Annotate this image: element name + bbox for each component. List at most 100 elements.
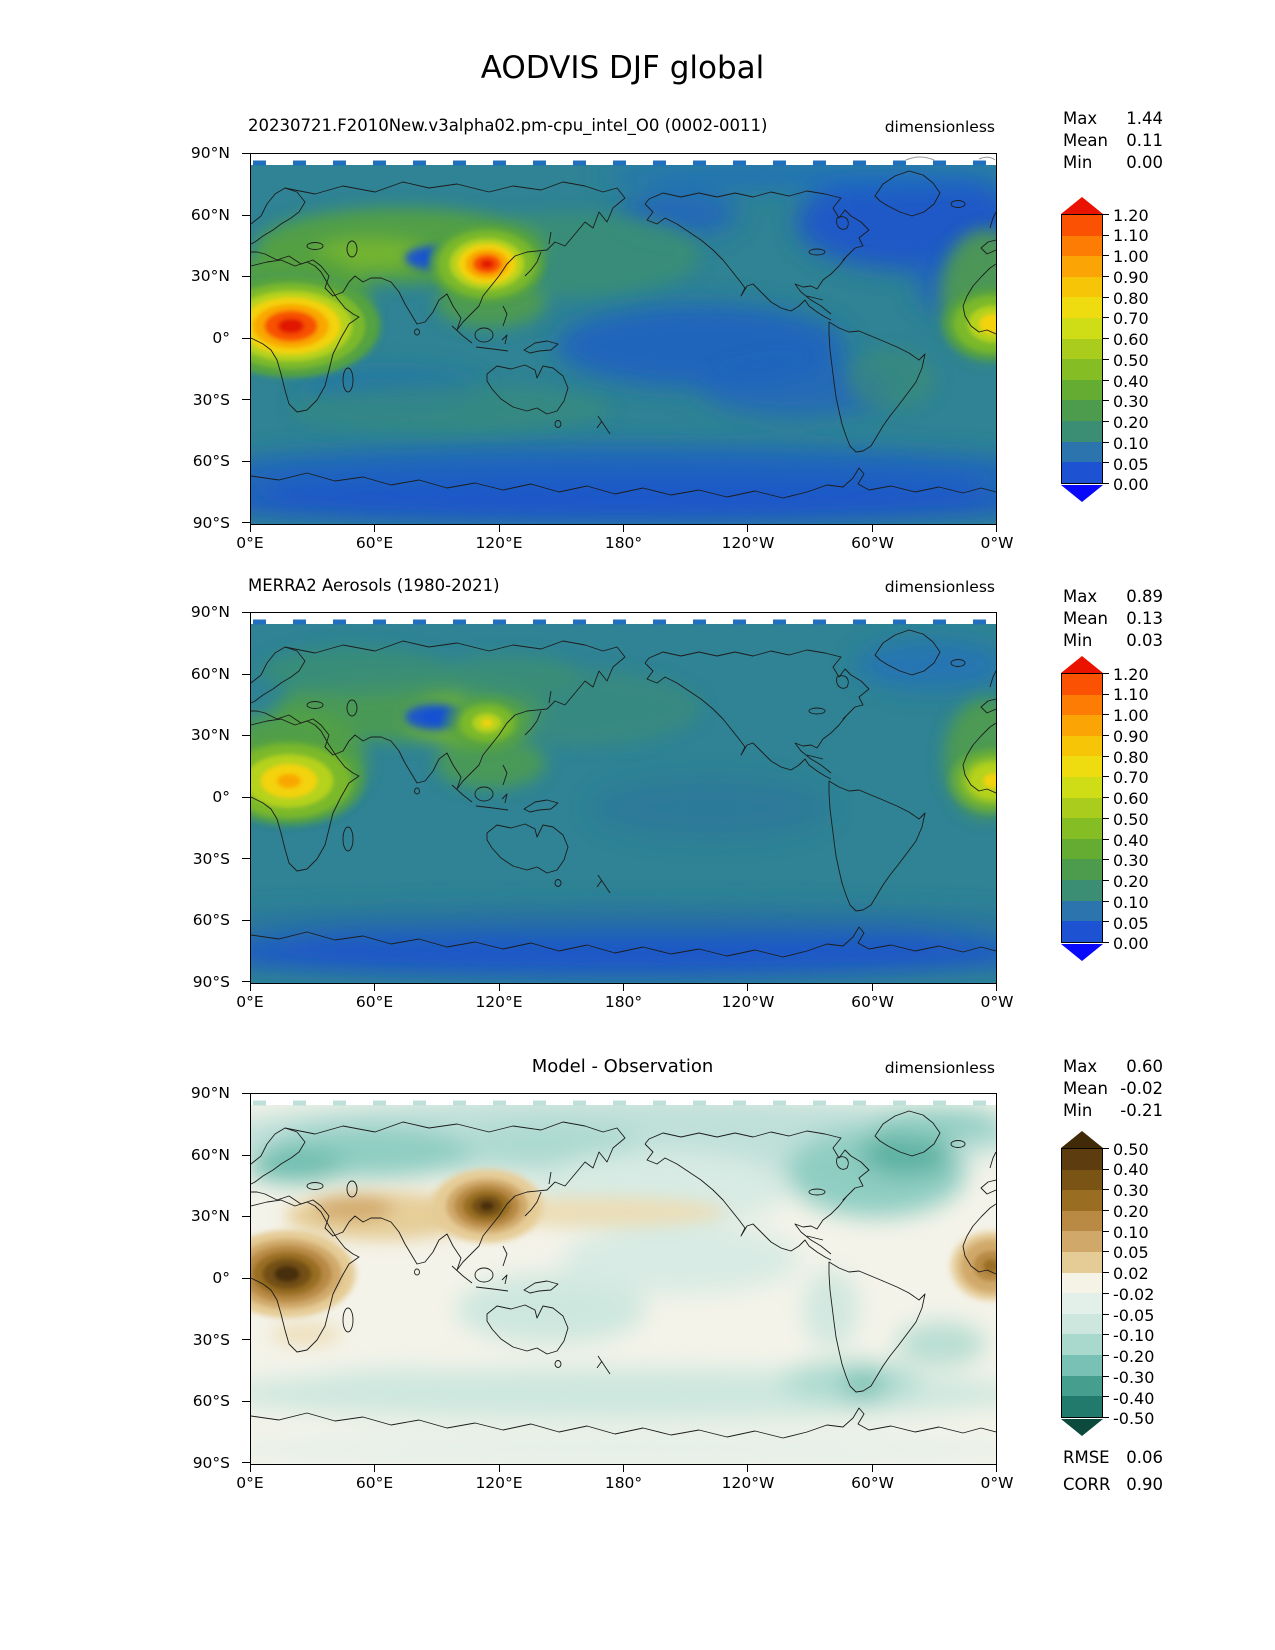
colorbar-segment <box>1062 215 1102 236</box>
colorbar-segment <box>1062 1334 1102 1356</box>
colorbar-segment <box>1062 235 1102 257</box>
stat-label: Mean <box>1063 1079 1108 1098</box>
stat-label: RMSE <box>1063 1448 1110 1467</box>
stat-row: Mean 0.13 <box>1063 608 1163 630</box>
colorbar-segment <box>1062 735 1102 757</box>
model-hotspots <box>251 222 996 381</box>
colorbar-segment <box>1062 1355 1102 1376</box>
polar-missing-strip <box>251 154 996 165</box>
stat-label: Max <box>1063 109 1098 128</box>
colorbar-segment <box>1062 838 1102 860</box>
colorbar-segment <box>1062 1375 1102 1397</box>
colorbar-segment <box>1062 859 1102 881</box>
panel1-title: 20230721.F2010New.v3alpha02.pm-cpu_intel… <box>248 116 768 135</box>
colorbar-segment <box>1062 674 1102 695</box>
colorbar-segment <box>1062 318 1102 339</box>
obs-hotspots <box>251 691 996 829</box>
panel1-colorbar-labels: 1.20 1.10 1.00 0.90 0.80 0.70 0.60 0.50 0.40 0.30… <box>1113 205 1149 495</box>
stat-value: 0.00 <box>1126 153 1163 172</box>
panel3-colorbar-labels: 0.50 0.40 0.30 0.20 0.10 0.05 0.02 -0.02 -0.05 -0… <box>1113 1139 1155 1429</box>
stat-row: Max 0.60 <box>1063 1056 1163 1078</box>
panel3-lon-ticks <box>250 1464 997 1472</box>
panel2-lon-ticks <box>250 983 997 991</box>
stat-value: 0.11 <box>1126 131 1163 150</box>
polar-missing-strip <box>251 1094 996 1105</box>
panel3-lon-axis: 0°E 60°E 120°E 180° 120°W 60°W 0°W <box>236 1474 1014 1492</box>
colorbar-segment <box>1062 462 1102 483</box>
colorbar-segment <box>1062 694 1102 716</box>
colorbar-segment <box>1062 297 1102 319</box>
map-model <box>250 153 997 525</box>
colorbar-segment <box>1062 441 1102 463</box>
stat-label: Min <box>1063 631 1093 650</box>
panel1-units-label: dimensionless <box>884 118 995 136</box>
panel3-units-label: dimensionless <box>884 1059 995 1077</box>
colorbar-segment <box>1062 900 1102 922</box>
stat-row: Mean 0.11 <box>1063 130 1163 152</box>
panel3-colorbar-over-arrow <box>1061 1131 1103 1148</box>
panel2-colorbar <box>1061 673 1103 943</box>
panel3-colorbar <box>1061 1148 1103 1418</box>
stat-label: CORR <box>1063 1475 1111 1494</box>
colorbar-segment <box>1062 276 1102 298</box>
panel2-colorbar-labels: 1.20 1.10 1.00 0.90 0.80 0.70 0.60 0.50 0.40 0.30… <box>1113 664 1149 954</box>
stat-row: Min 0.03 <box>1063 630 1163 652</box>
panel1-lon-ticks <box>250 524 997 532</box>
polar-gray-arcs <box>905 156 996 161</box>
colorbar-segment <box>1062 379 1102 401</box>
stat-label: Min <box>1063 1101 1093 1120</box>
panel1-colorbar <box>1061 214 1103 484</box>
stat-value: -0.02 <box>1120 1079 1163 1098</box>
stat-row: Min 0.00 <box>1063 152 1163 174</box>
stat-row: RMSE 0.06 <box>1063 1444 1163 1471</box>
colorbar-segment <box>1062 797 1102 819</box>
panel2-title: MERRA2 Aerosols (1980-2021) <box>248 576 500 595</box>
stat-value: 0.13 <box>1126 609 1163 628</box>
stat-value: -0.21 <box>1120 1101 1163 1120</box>
map-observation <box>250 612 997 984</box>
colorbar-segment <box>1062 359 1102 380</box>
panel3-stats: Max 0.60 Mean -0.02 Min -0.21 <box>1063 1056 1163 1122</box>
panel2-stats: Max 0.89 Mean 0.13 Min 0.03 <box>1063 586 1163 652</box>
panel2-lat-axis: 90°N 60°N 30°N 0° 30°S 60°S 90°S <box>190 603 230 991</box>
panel2-colorbar-over-arrow <box>1061 656 1103 673</box>
panel2-lat-ticks <box>242 612 251 982</box>
stat-label: Min <box>1063 153 1093 172</box>
colorbar-segment <box>1062 1169 1102 1191</box>
stat-value: 0.60 <box>1126 1057 1163 1076</box>
colorbar-segment <box>1062 756 1102 778</box>
figure-title: AODVIS DJF global <box>480 50 765 86</box>
colorbar-segment <box>1062 1293 1102 1314</box>
panel2-units-label: dimensionless <box>884 578 995 596</box>
panel3-colorbar-ticks <box>1103 1148 1109 1418</box>
panel2-colorbar-ticks <box>1103 673 1109 943</box>
stat-row: CORR 0.90 <box>1063 1471 1163 1498</box>
colorbar-segment <box>1062 400 1102 422</box>
colorbar-segment <box>1062 715 1102 736</box>
stat-label: Max <box>1063 1057 1098 1076</box>
panel3-lat-axis: 90°N 60°N 30°N 0° 30°S 60°S 90°S <box>190 1084 230 1472</box>
panel3-title: Model - Observation <box>531 1056 714 1077</box>
colorbar-segment <box>1062 1252 1102 1273</box>
stat-row: Mean -0.02 <box>1063 1078 1163 1100</box>
colorbar-segment <box>1062 1231 1102 1253</box>
panel1-stats: Max 1.44 Mean 0.11 Min 0.00 <box>1063 108 1163 174</box>
panel2-colorbar-under-arrow <box>1061 944 1103 961</box>
panel1-lon-axis: 0°E 60°E 120°E 180° 120°W 60°W 0°W <box>236 534 1014 552</box>
colorbar-segment <box>1062 921 1102 942</box>
colorbar-segment <box>1062 777 1102 798</box>
colorbar-segment <box>1062 256 1102 277</box>
polar-missing-strip <box>251 613 996 624</box>
map-model-svg <box>251 154 996 524</box>
colorbar-segment <box>1062 1149 1102 1170</box>
stat-value: 0.06 <box>1126 1448 1163 1467</box>
colorbar-segment <box>1062 1396 1102 1417</box>
obs-low-aod-blobs <box>251 641 996 977</box>
panel1-colorbar-ticks <box>1103 214 1109 484</box>
colorbar-segment <box>1062 1210 1102 1232</box>
map-observation-svg <box>251 613 996 983</box>
panel3-colorbar-under-arrow <box>1061 1419 1103 1436</box>
stat-value: 0.90 <box>1126 1475 1163 1494</box>
stat-label: Mean <box>1063 609 1108 628</box>
